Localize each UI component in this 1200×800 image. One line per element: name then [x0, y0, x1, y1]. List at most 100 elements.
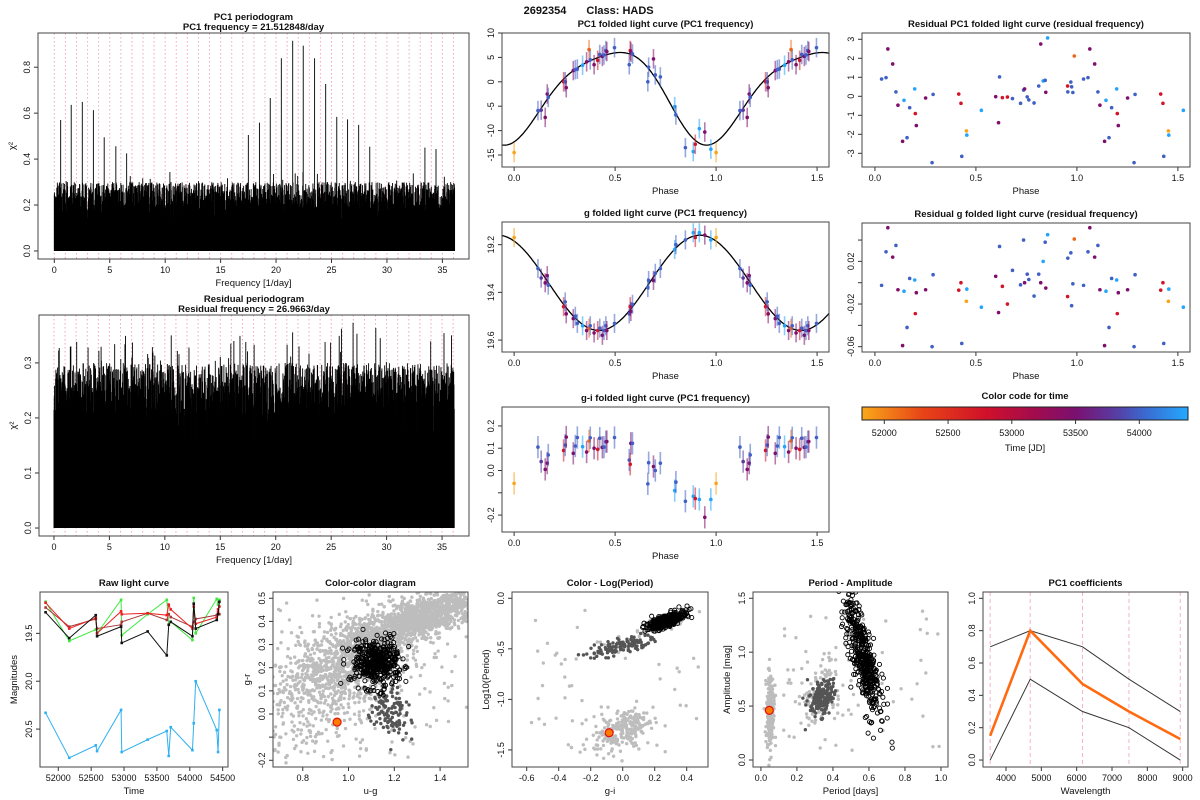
- x-tick-label: 35: [437, 542, 447, 552]
- data-point: [584, 450, 589, 454]
- band-point-g: [192, 596, 196, 600]
- y-tick-label: 0.2: [257, 661, 267, 674]
- residual-point: [959, 341, 964, 346]
- band-point-i: [95, 634, 99, 638]
- band-point-g: [119, 598, 123, 602]
- data-point: [683, 499, 688, 504]
- residual-point: [1000, 284, 1005, 289]
- residual-point: [959, 280, 963, 285]
- band-point-u: [215, 728, 219, 732]
- band-point-u: [146, 738, 149, 741]
- y-axis-label: g-r: [242, 674, 253, 686]
- data-point: [571, 451, 576, 456]
- residual-point: [1081, 283, 1086, 288]
- y-tick-label: -0.2: [257, 753, 267, 769]
- x-tick-label: 0.0: [869, 173, 882, 183]
- reference-star-gray: [473, 597, 476, 600]
- x-tick-label: 54000: [177, 773, 202, 783]
- pc1-periodogram-panel: [34, 66, 443, 263]
- residual-point: [912, 278, 917, 282]
- band-point-i: [218, 600, 221, 604]
- reference-star-gray: [434, 625, 438, 629]
- reference-star-gray: [474, 599, 477, 602]
- reference-star-gray: [459, 583, 462, 586]
- residual-point: [1069, 80, 1073, 84]
- band-point-u: [192, 722, 196, 725]
- residual-point: [1116, 123, 1121, 128]
- chart-title: g-i folded light curve (PC1 frequency): [581, 393, 750, 404]
- plot-frame: [501, 221, 830, 353]
- reference-star-gray: [427, 614, 431, 619]
- band-point-i: [191, 634, 194, 638]
- residual-g-folded-panel: [858, 239, 1179, 356]
- data-point: [646, 482, 650, 486]
- residual-point: [913, 311, 918, 316]
- band-line-u: [45, 681, 220, 759]
- chart-subtitle: Residual frequency = 26.9663/day: [178, 304, 331, 315]
- y-tick-label: 5: [486, 55, 496, 60]
- reference-star-gray: [439, 612, 444, 616]
- x-tick-label: 1.0: [1071, 173, 1084, 183]
- band-point-g: [67, 639, 71, 643]
- x-tick-label: 25: [326, 265, 336, 275]
- x-axis-label: Phase: [652, 371, 679, 382]
- residual-point: [1069, 251, 1073, 255]
- band-point-u: [216, 750, 220, 754]
- reference-star-gray: [394, 606, 399, 611]
- y-tick-label: 0.4: [22, 153, 32, 166]
- residual-point: [956, 92, 961, 96]
- band-point-z: [67, 625, 71, 628]
- x-tick-label: 1.5: [811, 538, 824, 548]
- chart-title: Color-color diagram: [325, 578, 416, 589]
- residual-point: [913, 111, 918, 116]
- residual-point: [1115, 111, 1120, 116]
- x-axis-label: Phase: [1013, 186, 1040, 197]
- reference-star-gray: [389, 612, 393, 616]
- data-point: [658, 75, 663, 79]
- residual-point: [914, 290, 919, 295]
- data-point: [630, 52, 635, 56]
- plot-area: [879, 225, 1186, 349]
- band-point-z: [192, 620, 196, 624]
- reference-star-gray: [491, 598, 494, 601]
- reference-star-gray: [449, 587, 452, 590]
- residual-point: [1032, 294, 1036, 298]
- residual-point: [1036, 272, 1041, 276]
- residual-point: [912, 87, 917, 91]
- residual-point: [1038, 280, 1043, 285]
- residual-point: [1166, 287, 1171, 291]
- reference-star-gray: [456, 611, 460, 615]
- band-point-g: [94, 628, 98, 631]
- data-point: [748, 95, 753, 100]
- chart-title: Raw light curve: [99, 578, 169, 589]
- reference-star-gray: [402, 603, 406, 607]
- data-point: [595, 447, 600, 452]
- y-tick-label: 3: [846, 37, 856, 42]
- reference-star-gray: [473, 592, 476, 595]
- data-point: [709, 238, 713, 242]
- reference-star-gray: [437, 588, 440, 591]
- reference-star-gray: [473, 596, 476, 599]
- x-tick-label: 1.0: [710, 173, 723, 183]
- x-tick-label: 15: [215, 542, 225, 552]
- residual-point: [1032, 101, 1036, 105]
- band-point-u: [94, 744, 98, 747]
- reference-star-gray: [469, 618, 472, 621]
- y-tick-label: 0.0: [23, 522, 33, 535]
- residual-point: [1104, 289, 1108, 294]
- band-point-i: [67, 636, 71, 640]
- reference-star-gray: [477, 571, 480, 574]
- reference-star-gray: [426, 632, 430, 636]
- data-point: [766, 85, 771, 90]
- y-tick-label: 0: [486, 79, 496, 84]
- reference-star-gray: [484, 604, 487, 607]
- data-point: [580, 323, 585, 328]
- x-axis-label: Phase: [652, 186, 679, 197]
- data-point: [799, 436, 804, 440]
- data-point: [546, 453, 551, 457]
- reference-star-gray: [472, 607, 475, 610]
- reference-star-gray: [460, 592, 464, 597]
- residual-point: [1098, 287, 1102, 292]
- reference-star-gray: [497, 586, 500, 589]
- y-tick-label: 10: [486, 28, 496, 38]
